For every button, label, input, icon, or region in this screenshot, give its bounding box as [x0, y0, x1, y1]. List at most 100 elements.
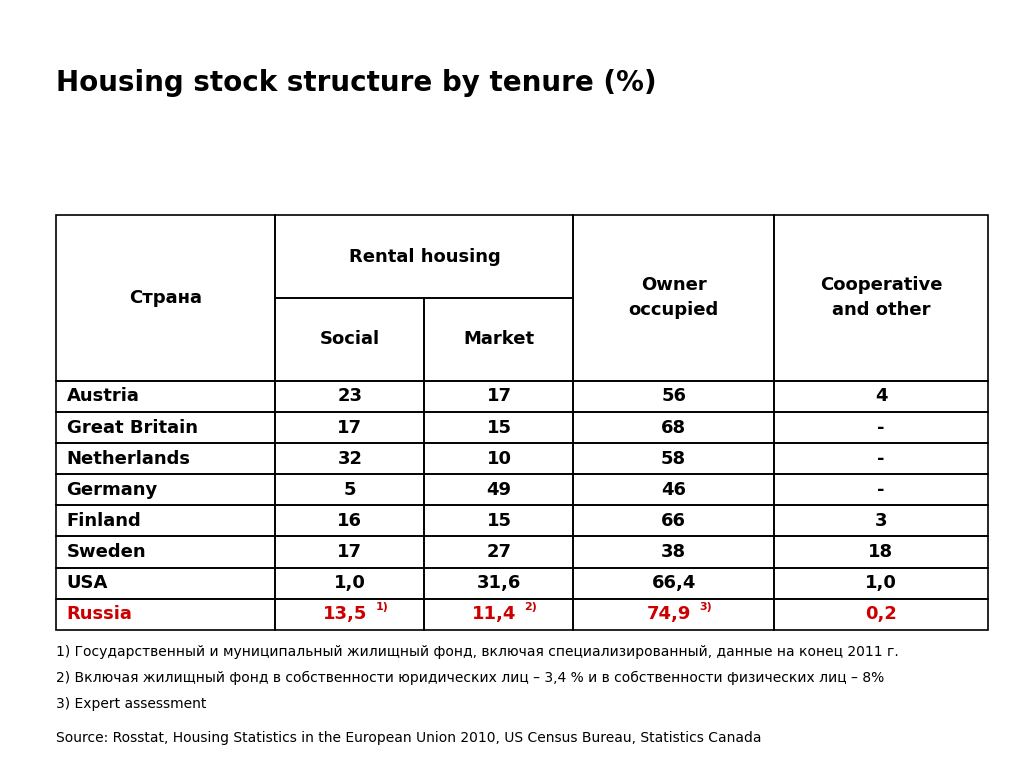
- Bar: [774, 568, 988, 599]
- Bar: [56, 443, 275, 475]
- Text: 1,0: 1,0: [334, 574, 366, 592]
- Bar: [573, 215, 774, 381]
- Text: USA: USA: [67, 574, 108, 592]
- Text: 68: 68: [662, 419, 686, 436]
- Text: Housing stock structure by tenure (%): Housing stock structure by tenure (%): [56, 69, 657, 97]
- Text: 1): 1): [376, 602, 388, 612]
- Bar: [424, 568, 573, 599]
- Text: 11,4: 11,4: [472, 605, 516, 623]
- Bar: [774, 505, 988, 536]
- Text: 0,2: 0,2: [865, 605, 897, 623]
- Bar: [573, 536, 774, 568]
- Bar: [56, 536, 275, 568]
- Bar: [424, 599, 573, 630]
- Text: 15: 15: [486, 512, 511, 530]
- Text: 3): 3): [699, 602, 712, 612]
- Text: 31,6: 31,6: [477, 574, 521, 592]
- Bar: [275, 381, 424, 412]
- Text: 3) Expert assessment: 3) Expert assessment: [56, 697, 207, 711]
- Bar: [573, 412, 774, 443]
- Text: Rental housing: Rental housing: [348, 247, 501, 266]
- Bar: [774, 412, 988, 443]
- Bar: [424, 536, 573, 568]
- Text: Owner
occupied: Owner occupied: [629, 276, 719, 319]
- Text: 1) Государственный и муниципальный жилищный фонд, включая специализированный, да: 1) Государственный и муниципальный жилищ…: [56, 645, 899, 659]
- Text: Source: Rosstat, Housing Statistics in the European Union 2010, US Census Bureau: Source: Rosstat, Housing Statistics in t…: [56, 731, 762, 745]
- Text: 23: 23: [337, 388, 362, 406]
- Text: 17: 17: [337, 543, 362, 561]
- Text: 66: 66: [662, 512, 686, 530]
- Text: 16: 16: [337, 512, 362, 530]
- Bar: [573, 505, 774, 536]
- Text: 58: 58: [662, 450, 686, 468]
- Text: -: -: [878, 450, 885, 468]
- Text: 74,9: 74,9: [646, 605, 691, 623]
- Bar: [573, 599, 774, 630]
- Bar: [774, 443, 988, 475]
- Text: 13,5: 13,5: [323, 605, 367, 623]
- Text: 2) Включая жилищный фонд в собственности юридических лиц – 3,4 % и в собственнос: 2) Включая жилищный фонд в собственности…: [56, 671, 885, 685]
- Bar: [573, 381, 774, 412]
- Text: Cooperative
and other: Cooperative and other: [820, 276, 942, 319]
- Bar: [56, 381, 275, 412]
- Bar: [424, 298, 573, 381]
- Text: 17: 17: [337, 419, 362, 436]
- Text: Great Britain: Great Britain: [67, 419, 198, 436]
- Bar: [774, 599, 988, 630]
- Text: Finland: Finland: [67, 512, 141, 530]
- Text: -: -: [878, 419, 885, 436]
- Text: 32: 32: [337, 450, 362, 468]
- Text: Netherlands: Netherlands: [67, 450, 190, 468]
- Text: Market: Market: [464, 330, 535, 349]
- Bar: [275, 536, 424, 568]
- Bar: [573, 568, 774, 599]
- Bar: [275, 475, 424, 505]
- Bar: [275, 215, 573, 298]
- Text: 1,0: 1,0: [865, 574, 897, 592]
- Text: Russia: Russia: [67, 605, 132, 623]
- Text: 15: 15: [486, 419, 511, 436]
- Bar: [424, 443, 573, 475]
- Bar: [275, 298, 424, 381]
- Bar: [573, 475, 774, 505]
- Text: 17: 17: [486, 388, 511, 406]
- Bar: [56, 475, 275, 505]
- Text: 18: 18: [868, 543, 894, 561]
- Text: Страна: Страна: [129, 289, 203, 307]
- Text: Germany: Germany: [67, 481, 158, 498]
- Text: 2): 2): [524, 602, 538, 612]
- Text: Austria: Austria: [67, 388, 139, 406]
- Text: 46: 46: [662, 481, 686, 498]
- Bar: [573, 443, 774, 475]
- Text: 5: 5: [344, 481, 356, 498]
- Bar: [56, 412, 275, 443]
- Bar: [275, 505, 424, 536]
- Bar: [275, 568, 424, 599]
- Bar: [774, 536, 988, 568]
- Text: 49: 49: [486, 481, 511, 498]
- Text: Sweden: Sweden: [67, 543, 146, 561]
- Text: -: -: [878, 481, 885, 498]
- Text: 38: 38: [662, 543, 686, 561]
- Bar: [774, 215, 988, 381]
- Bar: [424, 475, 573, 505]
- Bar: [424, 505, 573, 536]
- Text: 27: 27: [486, 543, 511, 561]
- Bar: [424, 381, 573, 412]
- Bar: [774, 381, 988, 412]
- Text: 56: 56: [662, 388, 686, 406]
- Bar: [774, 475, 988, 505]
- Text: 4: 4: [874, 388, 887, 406]
- Bar: [56, 568, 275, 599]
- Bar: [56, 599, 275, 630]
- Text: 10: 10: [486, 450, 511, 468]
- Bar: [56, 505, 275, 536]
- Bar: [56, 215, 275, 381]
- Text: 66,4: 66,4: [651, 574, 696, 592]
- Bar: [424, 412, 573, 443]
- Bar: [275, 599, 424, 630]
- Text: 3: 3: [874, 512, 887, 530]
- Text: Social: Social: [319, 330, 380, 349]
- Bar: [275, 412, 424, 443]
- Bar: [275, 443, 424, 475]
